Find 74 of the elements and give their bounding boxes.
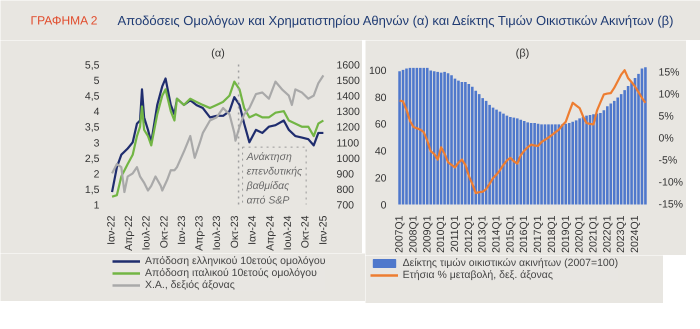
- y2-tick-label: -10%: [658, 176, 684, 188]
- y2-tick-label: 1200: [336, 122, 360, 134]
- x-tick-label: Οκτ-22: [158, 215, 170, 248]
- y-tick-label: 2,5: [84, 152, 100, 165]
- y2-tick-label: 1400: [336, 90, 360, 103]
- y2-tick-label: 1500: [336, 75, 360, 88]
- chart-title: (β): [516, 48, 530, 60]
- text: Αποδόσεις Ομολόγων και Χρηματιστηρίου Αθηνών (α) και Δείκτης Τιμών Οικιστικών Ακινήτων (β): [118, 13, 674, 28]
- x-tick-label: 2014Q1: [490, 215, 503, 253]
- y-tick-label: 5,5: [84, 60, 100, 72]
- y2-tick-label: 900: [336, 168, 354, 180]
- x-tick-label: Οκτ-24: [300, 215, 312, 248]
- y2-tick-label: 15%: [658, 66, 680, 78]
- x-tick-label: 2011Q1: [448, 215, 461, 252]
- x-tick-label: Απρ-23: [194, 215, 206, 251]
- legend-label: Δείκτης τιμών οικιστικών ακινήτων (2007=100): [402, 257, 618, 269]
- x-tick-label: 2021Q1: [587, 215, 600, 253]
- text: ΓΡΑΦΗΜΑ 2: [30, 14, 98, 28]
- y-tick-label: 60: [374, 118, 387, 131]
- y-tick-label: 80: [374, 92, 387, 104]
- y2-tick-label: 1100: [336, 137, 360, 150]
- y-tick-label: 1,5: [84, 184, 100, 196]
- y-tick-label: 3: [94, 137, 100, 150]
- y-tick-label: 4,5: [84, 90, 100, 103]
- legend-label: Ετήσια % μεταβολή, δεξ. άξονας: [402, 269, 553, 281]
- x-tick-label: Απρ-22: [123, 215, 136, 251]
- x-tick-label: Απρ-24: [264, 215, 276, 251]
- y-tick-label: 40: [374, 146, 387, 158]
- x-tick-label: 2010Q1: [435, 215, 448, 253]
- y-tick-label: 5: [94, 75, 100, 88]
- y-tick-label: 0: [380, 200, 387, 212]
- x-tick-label: Ιουλ-23: [211, 215, 224, 250]
- y2-tick-label: 1300: [336, 106, 360, 118]
- y-tick-label: 20: [374, 172, 387, 185]
- y2-tick-label: 5%: [658, 110, 674, 122]
- x-tick-label: Οκτ-23: [228, 215, 241, 248]
- x-tick-label: 2007Q1: [394, 215, 406, 253]
- y2-tick-label: 800: [336, 184, 354, 196]
- y2-tick-label: 1000: [336, 152, 360, 165]
- y-tick-label: 2: [94, 168, 100, 180]
- y-tick-label: 4: [94, 106, 100, 118]
- y2-tick-label: 0%: [658, 132, 674, 144]
- x-tick-label: 2024Q1: [629, 215, 642, 253]
- x-tick-label: Ιουλ-22: [140, 215, 153, 250]
- x-tick-label: 2009Q1: [421, 215, 434, 253]
- x-tick-label: Ιαν-23: [176, 215, 188, 245]
- x-tick-label: 2012Q1: [462, 215, 475, 253]
- x-tick-label: Ιαν-24: [246, 215, 259, 245]
- x-tick-label: Ιαν-22: [106, 215, 118, 245]
- ref-line-label: Ανάκτηση επενδυτικής βαθμίδας από S&P: [246, 151, 304, 206]
- y2-tick-label: -5%: [658, 154, 678, 166]
- y2-tick-label: 700: [336, 200, 354, 212]
- x-tick-label: 2008Q1: [407, 215, 420, 253]
- x-tick-label: 2016Q1: [518, 215, 530, 253]
- x-tick-label: 2019Q1: [560, 215, 572, 253]
- y2-tick-label: 1600: [336, 60, 360, 72]
- x-tick-label: Ιαν-25: [317, 215, 330, 245]
- y-tick-label: 3,5: [84, 122, 100, 134]
- x-tick-label: 2018Q1: [546, 215, 558, 253]
- legend-label: Χ.Α., δεξιός άξονας: [145, 279, 235, 291]
- x-tick-label: 2017Q1: [532, 215, 544, 253]
- x-tick-label: 2022Q1: [601, 215, 614, 253]
- x-tick-label: 2013Q1: [476, 215, 489, 253]
- x-tick-label: 2020Q1: [574, 215, 586, 253]
- legend-label: Απόδοση ελληνικού 10ετούς ομολόγου: [145, 255, 326, 267]
- x-tick-label: 2015Q1: [504, 215, 516, 253]
- y-tick-label: 100: [368, 64, 387, 77]
- x-tick-label: Ιουλ-24: [282, 215, 294, 250]
- x-tick-label: 2023Q1: [615, 215, 628, 253]
- y-tick-label: 1: [94, 200, 100, 212]
- legend-label: Απόδοση ιταλικού 10ετούς ομολόγου: [145, 267, 317, 279]
- chart-title: (α): [211, 48, 225, 60]
- y2-tick-label: 10%: [658, 88, 680, 100]
- y2-tick-label: -15%: [658, 198, 684, 210]
